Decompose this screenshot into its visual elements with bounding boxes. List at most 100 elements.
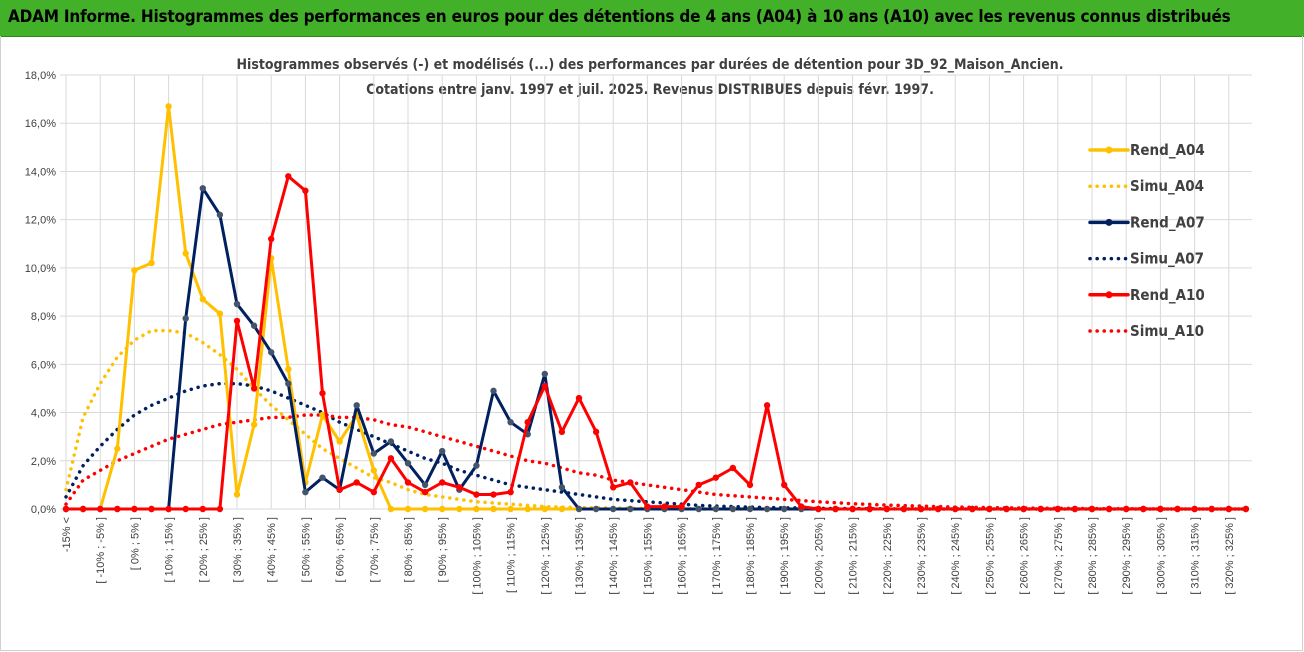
- data-point-rend_a07: [250, 322, 258, 329]
- data-point-rend_a10: [421, 488, 429, 496]
- y-tick-label: 16,0%: [25, 118, 56, 130]
- series-line-simu_a04: [64, 328, 1248, 511]
- x-tick-label: [ 230% ; 235% ]: [916, 517, 928, 595]
- data-point-rend_a07: [610, 505, 617, 513]
- data-point-rend_a10: [473, 491, 480, 498]
- data-point-rend_a07: [421, 481, 429, 489]
- x-tick-label: [ 320% ; 325% ]: [1224, 517, 1236, 595]
- data-point-rend_a10: [353, 479, 360, 486]
- data-point-rend_a04: [439, 505, 446, 513]
- x-tick-label: [ 0% ; 5% ]: [129, 517, 141, 570]
- data-point-rend_a10: [781, 481, 788, 489]
- data-point-rend_a10: [319, 390, 326, 397]
- series-line-rend_a10: [64, 174, 1248, 511]
- data-point-rend_a07: [353, 402, 360, 409]
- data-point-rend_a10: [986, 505, 993, 513]
- chart-subtitle: Cotations entre janv. 1997 et juil. 2025…: [366, 82, 934, 98]
- data-point-rend_a04: [216, 310, 224, 317]
- data-point-rend_a10: [370, 488, 377, 496]
- data-point-rend_a07: [712, 505, 719, 513]
- series-group: [62, 103, 1250, 513]
- x-tick-label: [ 70% ; 75% ]: [369, 517, 381, 582]
- y-tick-label: 2,0%: [31, 456, 56, 468]
- data-point-rend_a07: [302, 488, 309, 496]
- data-point-rend_a10: [558, 428, 566, 436]
- data-point-rend_a10: [1123, 505, 1130, 513]
- data-point-rend_a10: [1208, 505, 1215, 513]
- data-point-rend_a10: [233, 317, 241, 325]
- data-point-rend_a10: [541, 382, 548, 390]
- legend-marker: [1105, 291, 1113, 299]
- data-point-rend_a04: [319, 411, 326, 419]
- data-point-rend_a10: [1140, 505, 1147, 513]
- x-tick-label: [ 250% ; 255% ]: [984, 517, 996, 595]
- y-tick-label: 6,0%: [31, 359, 56, 371]
- y-tick-label: 0,0%: [31, 504, 56, 516]
- legend-entry-simu_a10: Simu_A10: [1088, 322, 1204, 340]
- legend-label: Simu_A10: [1130, 322, 1204, 340]
- x-tick-label: [ 60% ; 65% ]: [335, 517, 347, 582]
- data-point-rend_a04: [336, 438, 343, 445]
- data-point-rend_a04: [524, 505, 531, 513]
- data-point-rend_a10: [404, 479, 412, 486]
- data-point-rend_a07: [507, 419, 514, 426]
- x-tick-label: [ 110% ; 115% ]: [506, 517, 518, 593]
- x-tick-label: [ 160% ; 165% ]: [677, 517, 689, 595]
- x-tick-label: [ 10% ; 15% ]: [164, 517, 176, 582]
- data-point-rend_a04: [182, 250, 189, 257]
- data-point-rend_a10: [182, 505, 189, 513]
- data-point-rend_a10: [507, 488, 514, 496]
- x-tick-label: [ 140% ; 145% ]: [608, 517, 620, 595]
- y-axis: 0,0% 2,0% 4,0% 6,0% 8,0% 10,0% 12,0% 14,0% 16,0%…: [25, 70, 56, 516]
- legend: Rend_A04 Simu_A04 Rend_A07 Simu_A07 Rend_A10…: [1088, 141, 1205, 340]
- legend-entry-rend_a10: Rend_A10: [1088, 286, 1205, 304]
- x-tick-label: [ 280% ; 285% ]: [1087, 517, 1099, 595]
- x-tick-label: [ 310% ; 315% ]: [1190, 517, 1202, 595]
- data-point-rend_a07: [199, 185, 206, 192]
- page-title: ADAM Informe. Histogrammes des performan…: [8, 7, 1231, 27]
- data-point-rend_a04: [558, 505, 566, 513]
- data-point-rend_a07: [370, 450, 377, 457]
- data-point-rend_a10: [695, 481, 702, 489]
- data-point-rend_a04: [114, 445, 121, 452]
- data-point-rend_a10: [1071, 505, 1079, 513]
- data-point-rend_a10: [934, 505, 942, 513]
- data-point-rend_a10: [575, 394, 583, 402]
- data-point-rend_a10: [712, 474, 719, 481]
- legend-marker: [1105, 146, 1113, 154]
- data-point-rend_a10: [592, 428, 600, 436]
- data-point-rend_a10: [917, 505, 925, 513]
- data-point-rend_a10: [952, 505, 959, 513]
- data-point-rend_a10: [644, 503, 651, 510]
- data-point-rend_a10: [1242, 505, 1250, 513]
- x-tick-label: [ 100% ; 105% ]: [471, 517, 483, 595]
- x-tick-label: [ 300% ; 305% ]: [1155, 517, 1167, 595]
- data-point-rend_a10: [285, 173, 292, 180]
- legend-marker: [1105, 218, 1113, 226]
- data-point-rend_a10: [849, 505, 856, 513]
- data-point-rend_a10: [490, 491, 497, 498]
- data-point-rend_a04: [490, 505, 497, 513]
- x-tick-label: [ 150% ; 155% ]: [642, 517, 654, 595]
- data-point-rend_a10: [1225, 505, 1233, 513]
- data-point-rend_a10: [216, 505, 224, 513]
- data-point-rend_a10: [1003, 505, 1010, 513]
- data-point-rend_a07: [319, 474, 326, 481]
- data-point-rend_a10: [969, 505, 976, 513]
- data-point-rend_a10: [336, 486, 343, 493]
- data-point-rend_a10: [798, 503, 805, 510]
- data-point-rend_a10: [1174, 505, 1181, 513]
- data-point-rend_a07: [627, 505, 634, 513]
- data-point-rend_a10: [302, 187, 309, 194]
- legend-label: Rend_A04: [1130, 141, 1205, 159]
- data-point-rend_a07: [695, 505, 702, 513]
- data-point-rend_a10: [661, 503, 668, 510]
- x-tick-label: [ 130% ; 135% ]: [574, 517, 586, 595]
- data-point-rend_a04: [233, 491, 241, 498]
- data-point-rend_a10: [131, 505, 138, 513]
- data-point-rend_a07: [233, 300, 241, 308]
- x-tick-label: [ 270% ; 275% ]: [1053, 517, 1065, 595]
- data-point-rend_a10: [627, 479, 634, 486]
- y-tick-label: 18,0%: [25, 70, 56, 82]
- data-point-rend_a10: [1054, 505, 1062, 513]
